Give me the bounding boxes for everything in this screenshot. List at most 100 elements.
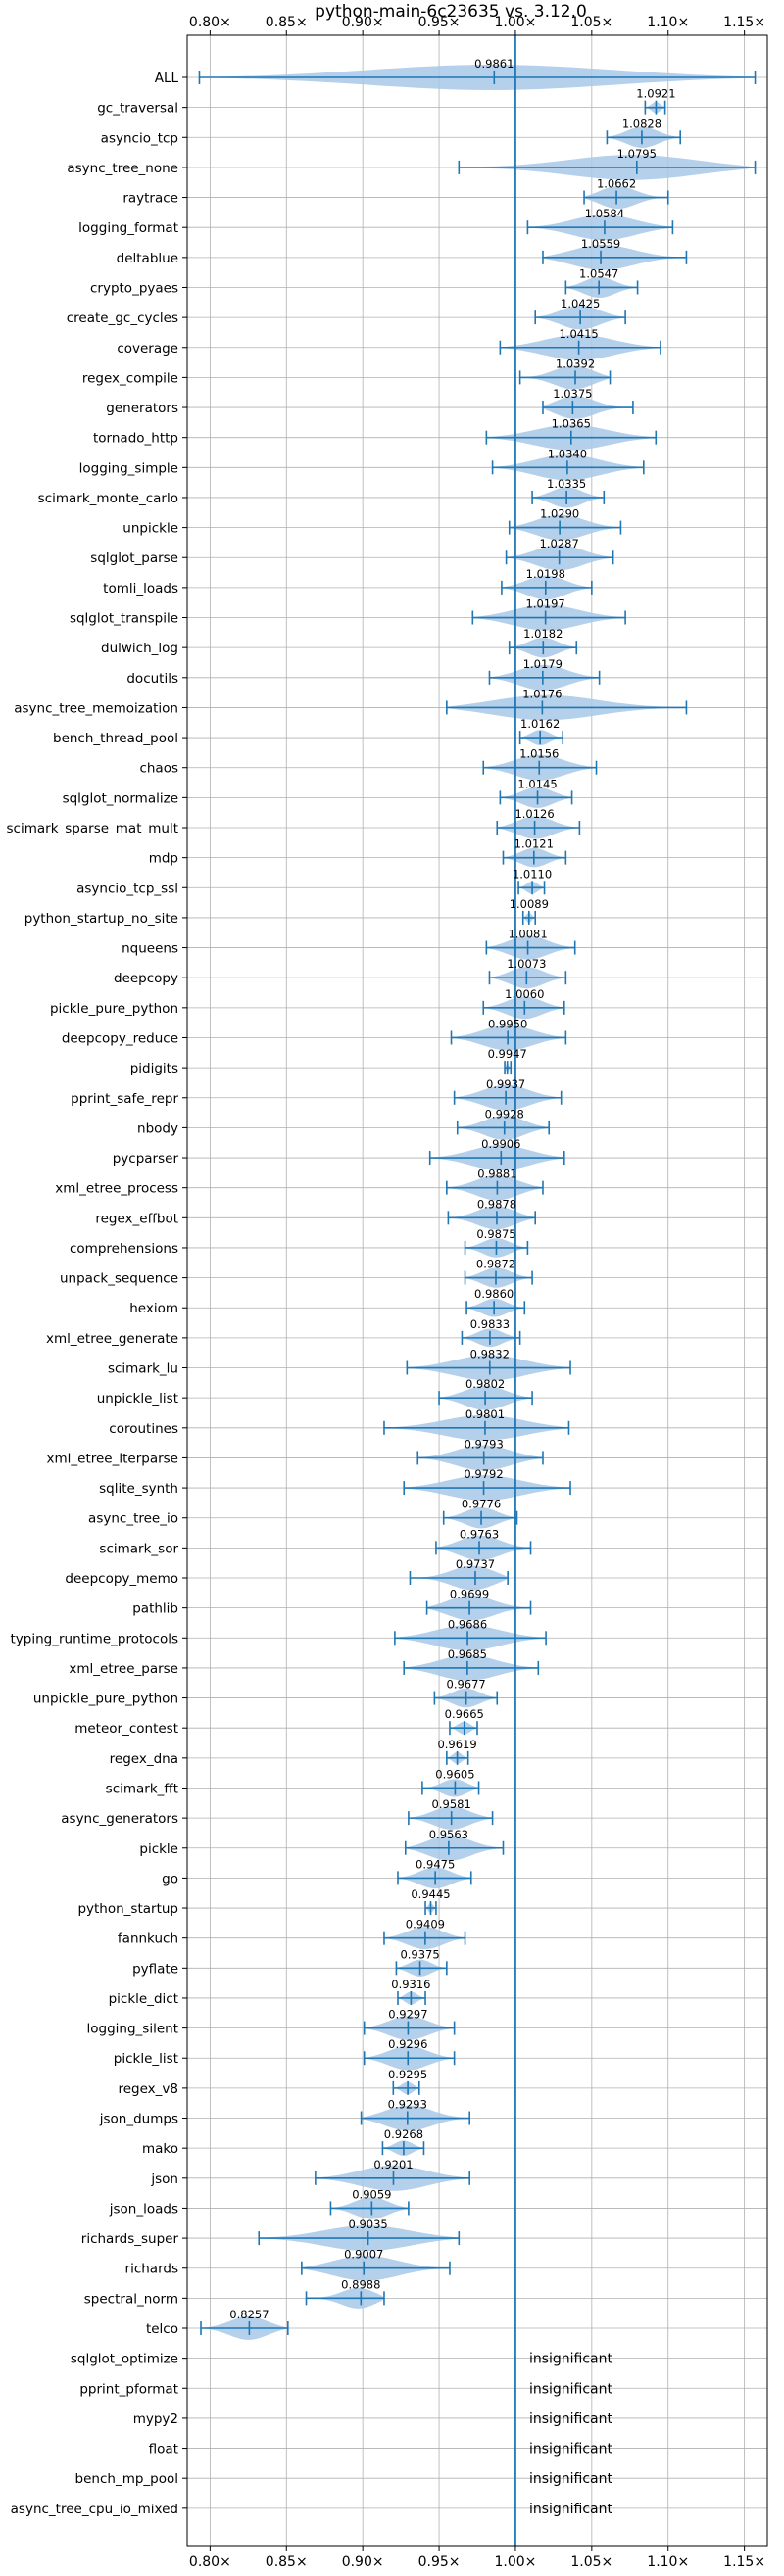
benchmark-name-label: mdp xyxy=(149,851,178,867)
value-label: 1.0828 xyxy=(622,117,662,130)
value-label: 1.0176 xyxy=(522,687,562,700)
benchmark-name-label: unpickle_pure_python xyxy=(33,1692,178,1707)
value-label: 0.9293 xyxy=(388,2098,427,2112)
benchmark-name-label: create_gc_cycles xyxy=(67,310,178,326)
value-label: 1.0121 xyxy=(514,837,554,851)
value-label: 0.9201 xyxy=(373,2158,413,2171)
value-label: 1.0162 xyxy=(520,717,560,731)
insignificant-label: insignificant xyxy=(529,2442,613,2457)
benchmark-name-label: pprint_safe_repr xyxy=(71,1091,178,1107)
value-label: 0.9763 xyxy=(460,1527,499,1541)
benchmark-name-label: async_tree_cpu_io_mixed xyxy=(11,2502,178,2517)
x-tick-label-top: 1.05× xyxy=(570,15,612,30)
benchmark-name-label: deepcopy_reduce xyxy=(62,1030,178,1046)
value-label: 0.9409 xyxy=(406,1918,445,1932)
benchmark-name-label: scimark_monte_carlo xyxy=(38,491,178,506)
value-label: 0.9375 xyxy=(400,1947,439,1961)
value-label: 0.9445 xyxy=(411,1887,450,1901)
benchmark-name-label: sqlglot_normalize xyxy=(63,790,178,806)
value-label: 1.0547 xyxy=(579,266,618,280)
benchmark-name-label: deepcopy_memo xyxy=(65,1571,178,1587)
x-tick-label-bottom: 1.00× xyxy=(494,2554,536,2570)
benchmark-name-label: logging_format xyxy=(78,220,178,236)
benchmark-name-label: dulwich_log xyxy=(101,641,178,656)
value-label: 0.9832 xyxy=(470,1348,510,1361)
value-label: 0.9878 xyxy=(477,1197,516,1211)
benchmark-name-label: sqlite_synth xyxy=(99,1481,178,1497)
value-label: 1.0290 xyxy=(540,507,579,521)
benchmark-name-label: scimark_sparse_mat_mult xyxy=(7,821,178,836)
value-label: 0.9268 xyxy=(384,2127,423,2141)
x-tick-label-top: 0.95× xyxy=(418,15,461,30)
benchmark-name-label: deepcopy xyxy=(114,971,178,986)
insignificant-label: insignificant xyxy=(529,2471,613,2487)
benchmark-name-label: regex_dna xyxy=(110,1751,178,1767)
value-label: 1.0662 xyxy=(597,177,636,191)
benchmark-name-label: mypy2 xyxy=(133,2411,178,2427)
x-tick-label-bottom: 1.15× xyxy=(723,2554,765,2570)
insignificant-label: insignificant xyxy=(529,2381,613,2397)
benchmark-name-label: hexiom xyxy=(129,1301,178,1316)
value-label: 0.8988 xyxy=(341,2277,380,2291)
benchmark-name-label: async_tree_memoization xyxy=(14,700,178,716)
value-label: 1.0795 xyxy=(617,147,657,161)
benchmark-name-label: logging_silent xyxy=(87,2022,178,2037)
value-label: 0.9792 xyxy=(464,1467,503,1481)
value-label: 0.9802 xyxy=(466,1377,505,1391)
value-label: 0.9686 xyxy=(448,1617,487,1631)
benchmark-name-label: docutils xyxy=(126,671,178,687)
benchmark-name-label: nbody xyxy=(137,1121,178,1136)
value-label: 0.9296 xyxy=(388,2037,427,2051)
benchmark-name-label: fannkuch xyxy=(118,1932,178,1947)
value-label: 0.9605 xyxy=(435,1767,474,1781)
benchmark-name-label: pidigits xyxy=(130,1061,178,1076)
value-label: 0.9947 xyxy=(488,1047,527,1061)
x-tick-label-bottom: 0.80× xyxy=(189,2554,231,2570)
x-tick-label-bottom: 0.85× xyxy=(266,2554,308,2570)
whiskers xyxy=(198,71,757,2335)
benchmark-name-label: generators xyxy=(106,401,178,416)
benchmark-name-label: richards xyxy=(125,2262,178,2277)
value-label: 1.0198 xyxy=(526,567,565,581)
benchmark-name-label: python_startup_no_site xyxy=(24,911,178,927)
value-label: 0.9035 xyxy=(348,2218,387,2231)
chart-title: python-main-6c23635 vs. 3.12.0 xyxy=(315,2,587,22)
value-label: 0.9881 xyxy=(477,1168,516,1181)
value-label: 0.9875 xyxy=(476,1227,515,1241)
x-tick-label-bottom: 1.10× xyxy=(647,2554,689,2570)
value-label: 1.0156 xyxy=(519,747,559,761)
insignificant-label: insignificant xyxy=(529,2502,613,2517)
value-label: 0.8257 xyxy=(229,2308,269,2321)
value-label: 1.0559 xyxy=(581,237,620,251)
benchmark-name-label: python_startup xyxy=(77,1901,178,1917)
x-tick-label-top: 1.00× xyxy=(494,15,536,30)
x-tick-label-top: 0.85× xyxy=(266,15,308,30)
benchmark-name-label: chaos xyxy=(139,761,178,777)
benchmark-name-label: gc_traversal xyxy=(97,101,178,117)
benchmark-name-label: crypto_pyaes xyxy=(90,280,178,296)
x-tick-label-top: 1.15× xyxy=(723,15,765,30)
value-label: 1.0287 xyxy=(540,537,579,550)
x-tick-label-top: 0.90× xyxy=(342,15,384,30)
benchmark-name-label: async_tree_none xyxy=(67,161,178,176)
value-label: 1.0179 xyxy=(523,657,563,671)
value-label: 1.0073 xyxy=(507,957,546,971)
benchmark-name-label: pathlib xyxy=(132,1601,178,1617)
value-label: 1.0335 xyxy=(547,477,586,491)
plot-frame xyxy=(186,34,768,2547)
value-label: 0.9872 xyxy=(476,1258,515,1271)
value-label: 0.9833 xyxy=(470,1317,510,1331)
benchmark-name-label: unpack_sequence xyxy=(60,1271,178,1287)
benchmark-name-label: mako xyxy=(142,2141,178,2157)
x-tick-label-bottom: 1.05× xyxy=(570,2554,612,2570)
benchmark-name-label: scimark_sor xyxy=(99,1541,178,1556)
value-label: 1.0415 xyxy=(559,327,598,341)
benchmark-name-label: coroutines xyxy=(109,1421,178,1437)
value-label: 1.0089 xyxy=(510,897,549,911)
benchmark-name-label: pickle_dict xyxy=(109,1991,178,2007)
value-label: 0.9475 xyxy=(416,1857,455,1871)
benchmark-name-label: json xyxy=(150,2171,178,2187)
value-label: 1.0081 xyxy=(508,928,547,941)
insignificant-label: insignificant xyxy=(529,2352,613,2367)
